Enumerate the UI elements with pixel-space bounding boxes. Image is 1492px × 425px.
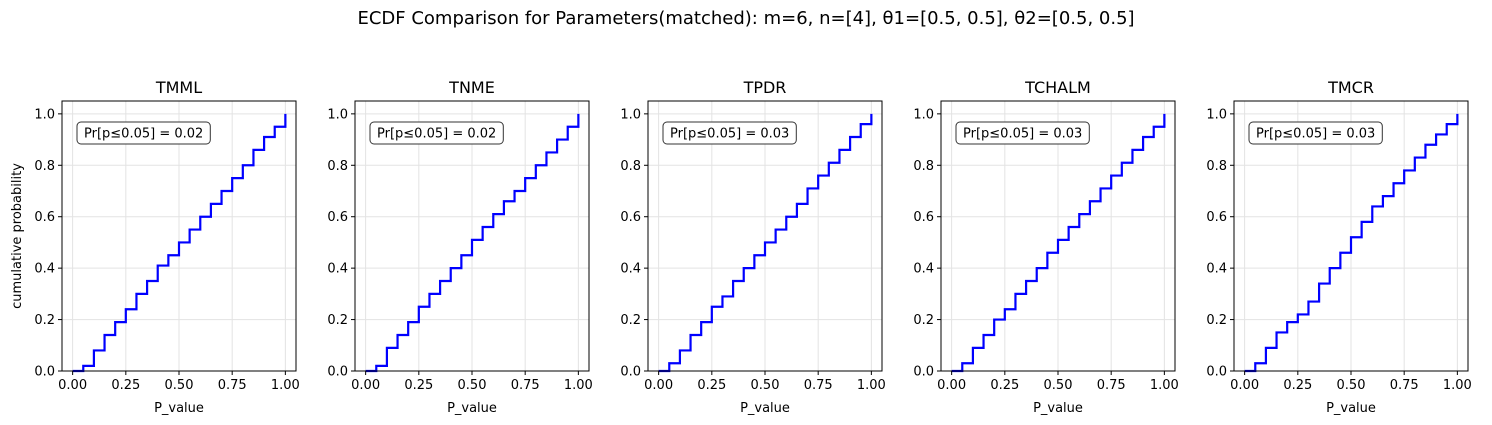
y-tick-label: 0.4 (620, 262, 641, 277)
x-tick-label: 0.25 (697, 378, 726, 393)
y-tick-label: 0.4 (34, 262, 55, 277)
ecdf-panel-tmcr: 0.00 0.25 0.50 0.75 1.00 0.0 0.2 0.4 0.6 0.8 1.0 TM… (1206, 78, 1472, 416)
ecdf-line (365, 113, 580, 373)
panel-title: TCHALM (1024, 78, 1091, 97)
x-axis-label: P_value (447, 401, 497, 416)
annotation-frame (955, 121, 1090, 145)
x-tick-label: 0.25 (404, 378, 433, 393)
annotation-box: Pr[p≤0.05] = 0.03 (662, 121, 797, 145)
y-tick-label: 0.0 (1206, 365, 1227, 380)
annotation-box: Pr[p≤0.05] = 0.03 (1248, 121, 1383, 145)
y-tick-label: 0.6 (620, 210, 641, 225)
ecdf-panel-tpdr: 0.00 0.25 0.50 0.75 1.00 0.0 0.2 0.4 0.6 0.8 1.0 TP… (620, 78, 886, 416)
annotation-text: Pr[p≤0.05] = 0.03 (1256, 127, 1375, 142)
y-tick-label: 1.0 (913, 107, 934, 122)
x-axis-label: P_value (1326, 401, 1376, 416)
y-tick-label: 0.2 (1206, 313, 1227, 328)
y-tick-label: 0.0 (34, 365, 55, 380)
x-axis-label: P_value (154, 401, 204, 416)
y-tick-label: 0.4 (913, 262, 934, 277)
annotation-frame (1248, 121, 1383, 145)
y-tick-label: 0.2 (620, 313, 641, 328)
y-tick-label: 1.0 (1206, 107, 1227, 122)
panel-title: TMCR (1327, 78, 1374, 97)
x-tick-label: 0.50 (1337, 378, 1366, 393)
panel-title: TNME (448, 78, 495, 97)
x-tick-label: 1.00 (1443, 378, 1472, 393)
x-tick-label: 0.00 (351, 378, 380, 393)
y-tick-label: 0.8 (327, 159, 348, 174)
annotation-box: Pr[p≤0.05] = 0.03 (955, 121, 1090, 145)
y-tick-label: 0.0 (913, 365, 934, 380)
ecdf-panel-tmml: 0.00 0.25 0.50 0.75 1.00 0.0 0.2 0.4 0.6 0.8 1.0 TM… (10, 78, 300, 416)
annotation-text: Pr[p≤0.05] = 0.02 (84, 127, 203, 142)
y-tick-label: 0.0 (620, 365, 641, 380)
annotation-text: Pr[p≤0.05] = 0.03 (963, 127, 1082, 142)
ecdf-panel-tchalm: 0.00 0.25 0.50 0.75 1.00 0.0 0.2 0.4 0.6 0.8 1.0 TC… (913, 78, 1179, 416)
ecdf-panel-tnme: 0.00 0.25 0.50 0.75 1.00 0.0 0.2 0.4 0.6 0.8 1.0 TN… (327, 78, 593, 416)
annotation-text: Pr[p≤0.05] = 0.02 (377, 127, 496, 142)
y-tick-label: 0.4 (327, 262, 348, 277)
ecdf-line (1244, 113, 1459, 373)
x-tick-label: 1.00 (857, 378, 886, 393)
x-tick-label: 0.75 (218, 378, 247, 393)
x-axis-label: P_value (740, 401, 790, 416)
y-tick-label: 1.0 (327, 107, 348, 122)
ecdf-line (658, 113, 873, 373)
y-tick-label: 0.8 (34, 159, 55, 174)
y-tick-label: 0.8 (913, 159, 934, 174)
y-tick-label: 0.6 (327, 210, 348, 225)
x-tick-label: 1.00 (271, 378, 300, 393)
annotation-box: Pr[p≤0.05] = 0.02 (76, 121, 211, 145)
y-tick-label: 1.0 (34, 107, 55, 122)
y-tick-label: 0.2 (327, 313, 348, 328)
x-tick-label: 0.00 (644, 378, 673, 393)
annotation-frame (369, 121, 504, 145)
panel-title: TPDR (743, 78, 787, 97)
y-tick-label: 0.6 (913, 210, 934, 225)
x-tick-label: 0.25 (990, 378, 1019, 393)
x-tick-label: 0.50 (458, 378, 487, 393)
annotation-frame (76, 121, 211, 145)
x-axis-label: P_value (1033, 401, 1083, 416)
x-tick-label: 0.25 (111, 378, 140, 393)
x-tick-label: 0.25 (1283, 378, 1312, 393)
x-tick-label: 1.00 (1150, 378, 1179, 393)
x-tick-label: 0.75 (1097, 378, 1126, 393)
x-tick-label: 1.00 (564, 378, 593, 393)
y-tick-label: 0.6 (34, 210, 55, 225)
y-tick-label: 0.2 (913, 313, 934, 328)
y-tick-label: 0.8 (1206, 159, 1227, 174)
x-tick-label: 0.75 (511, 378, 540, 393)
subplot-grid: 0.00 0.25 0.50 0.75 1.00 0.0 0.2 0.4 0.6 0.8 1.0 TM… (10, 78, 1472, 416)
y-tick-label: 1.0 (620, 107, 641, 122)
annotation-text: Pr[p≤0.05] = 0.03 (670, 127, 789, 142)
y-tick-label: 0.2 (34, 313, 55, 328)
x-tick-label: 0.50 (751, 378, 780, 393)
x-tick-label: 0.00 (937, 378, 966, 393)
ecdf-line (951, 113, 1166, 373)
y-tick-label: 0.6 (1206, 210, 1227, 225)
y-tick-label: 0.4 (1206, 262, 1227, 277)
x-tick-label: 0.00 (58, 378, 87, 393)
panel-title: TMML (155, 78, 202, 97)
x-tick-label: 0.00 (1230, 378, 1259, 393)
figure-suptitle: ECDF Comparison for Parameters(matched):… (357, 8, 1134, 29)
x-tick-label: 0.50 (165, 378, 194, 393)
x-tick-label: 0.75 (804, 378, 833, 393)
x-tick-label: 0.75 (1390, 378, 1419, 393)
x-tick-label: 0.50 (1044, 378, 1073, 393)
y-tick-label: 0.0 (327, 365, 348, 380)
y-axis-label: cumulative probability (10, 163, 25, 309)
annotation-box: Pr[p≤0.05] = 0.02 (369, 121, 504, 145)
ecdf-line (72, 113, 287, 373)
annotation-frame (662, 121, 797, 145)
y-tick-label: 0.8 (620, 159, 641, 174)
